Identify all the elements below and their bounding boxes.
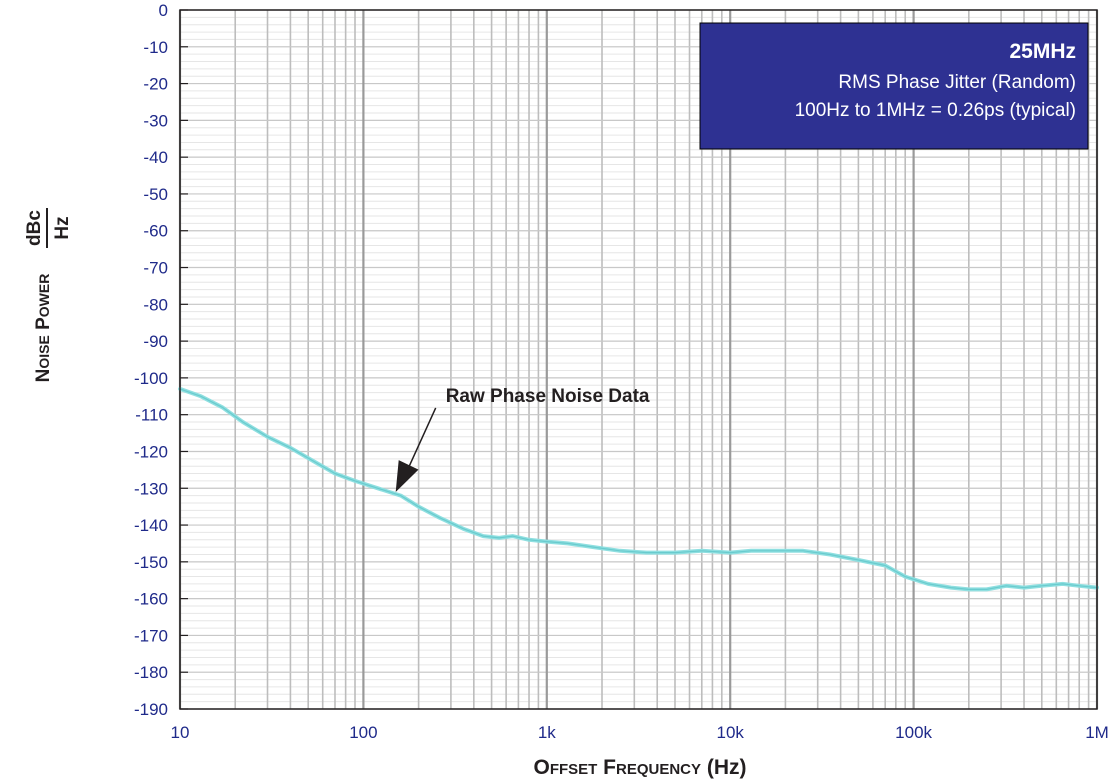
y-axis-title: NOISE POWER dBc Hz	[24, 208, 73, 382]
x-tick-label: 10k	[716, 723, 744, 742]
y-axis-title-initial-1: N	[33, 369, 54, 383]
y-tick-label: -120	[134, 442, 168, 461]
annotation: Raw Phase Noise Data	[395, 386, 650, 492]
y-tick-label: -20	[143, 75, 168, 94]
y-tick-labels: 0 -10 -20 -30 -40 -50 -60 -70 -80 -90 -100 -110 -120…	[134, 1, 188, 719]
legend-title: 25MHz	[1009, 40, 1076, 63]
x-tick-label: 1k	[538, 723, 556, 742]
x-axis-title-initial-1: O	[533, 756, 549, 779]
y-axis-title-rest-1: OISE	[36, 335, 52, 368]
y-tick-label: -130	[134, 479, 168, 498]
y-tick-label: -140	[134, 516, 168, 535]
y-tick-label: -110	[135, 406, 168, 425]
y-tick-label: -90	[143, 332, 168, 351]
y-tick-label: 0	[159, 1, 168, 20]
x-axis-title-rest-1: FFSET	[550, 761, 598, 778]
legend-line-1: RMS Phase Jitter (Random)	[838, 72, 1076, 93]
y-tick-label: -160	[134, 590, 168, 609]
x-tick-label: 100k	[895, 723, 932, 742]
legend: 25MHz RMS Phase Jitter (Random) 100Hz to…	[699, 22, 1089, 150]
x-axis-title-rest-2: REQUENCY	[616, 761, 701, 778]
y-tick-label: -40	[143, 148, 168, 167]
x-tick-label: 1M	[1085, 723, 1109, 742]
y-tick-label: -10	[143, 38, 168, 57]
y-tick-label: -50	[143, 185, 168, 204]
legend-box	[699, 22, 1089, 150]
y-axis-unit-numerator: dBc	[24, 210, 45, 246]
y-tick-label: -30	[143, 111, 168, 130]
y-tick-label: -70	[143, 259, 168, 278]
y-tick-label: -180	[134, 663, 168, 682]
series-line-core	[179, 388, 1098, 591]
x-axis-title-initial-2: F	[603, 756, 616, 779]
y-axis-title-initial-2: P	[33, 317, 54, 330]
annotation-arrowhead	[395, 460, 419, 492]
series-layer	[178, 386, 1099, 592]
y-axis-unit-denominator: Hz	[52, 216, 73, 239]
x-tick-label: 100	[349, 723, 377, 742]
annotation-leader-line	[405, 407, 437, 475]
x-axis-title-unit: (Hz)	[707, 756, 747, 779]
y-tick-label: -80	[143, 295, 168, 314]
annotation-label: Raw Phase Noise Data	[446, 386, 650, 407]
y-tick-label: -190	[134, 700, 168, 719]
x-tick-labels: 10 100 1k 10k 100k 1M	[171, 723, 1109, 742]
y-tick-label: -150	[134, 553, 168, 572]
y-axis-title-text: NOISE POWER	[33, 274, 54, 383]
plot-frame	[179, 9, 1098, 710]
y-tick-label: -170	[134, 626, 168, 645]
legend-line-2: 100Hz to 1MHz = 0.26ps (typical)	[795, 100, 1076, 121]
x-tick-label: 10	[171, 723, 190, 742]
y-tick-label: -60	[143, 222, 168, 241]
y-tick-label: -100	[134, 369, 168, 388]
x-axis-title: OFFSET FREQUENCY (Hz)	[533, 756, 746, 779]
y-axis-title-rest-2: OWER	[36, 274, 52, 318]
